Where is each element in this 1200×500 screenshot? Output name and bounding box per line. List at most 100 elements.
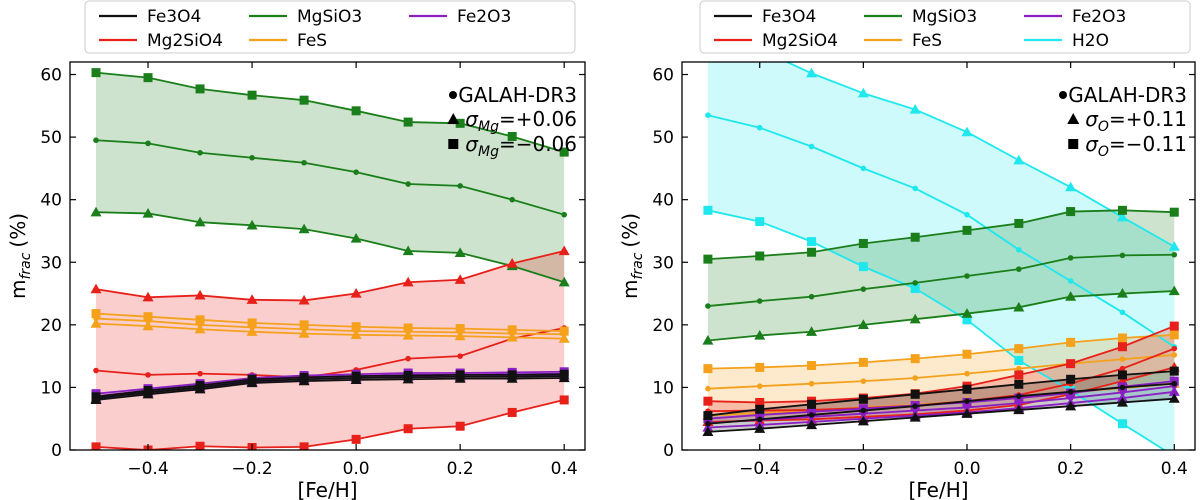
mgsio3-mid-point xyxy=(457,183,463,189)
fe3o4-square-point xyxy=(1169,366,1179,376)
mgsio3-triangle-point xyxy=(1116,288,1128,298)
fe3o4-square-point xyxy=(351,371,361,381)
legend-label-fe3o4: Fe3O4 xyxy=(147,7,201,27)
fe3o4-triangle-point xyxy=(961,408,973,418)
right-axes-frame xyxy=(681,61,1196,451)
square-marker-icon xyxy=(1068,139,1079,149)
mgsio3-mid-point xyxy=(1067,255,1074,261)
fe3o4-triangle-point xyxy=(1168,393,1180,403)
mgsio3-tri-line xyxy=(707,290,1175,342)
y-tick-label: 40 xyxy=(40,191,62,211)
mgsio3-triangle-point xyxy=(857,319,869,329)
h2o-square-point xyxy=(1117,419,1127,429)
fes-triangle-point xyxy=(402,329,414,340)
legend-box xyxy=(84,0,576,54)
h2o-mid-point xyxy=(1067,278,1074,284)
fe3o4-square-point xyxy=(91,392,101,402)
fes-tri-line xyxy=(95,322,565,340)
mg2sio4-sq-line xyxy=(707,325,1175,404)
y-axis-label-unit: (%) xyxy=(6,213,30,248)
fe3o4-mid-point xyxy=(912,403,918,409)
mgsio3-square-point xyxy=(299,95,309,105)
h2o-square-point xyxy=(910,284,920,294)
y-axis-label-unit: (%) xyxy=(618,213,642,248)
annotation-sq-sub: O xyxy=(1098,144,1109,160)
mg2sio4-triangle-point xyxy=(194,289,206,300)
legend-label-fe2o3: Fe2O3 xyxy=(1072,7,1126,27)
fe3o4-square-point xyxy=(1066,374,1076,384)
mgsio3-square-point xyxy=(559,147,569,157)
fe3o4-triangle-point xyxy=(806,419,818,430)
h2o-mid-point xyxy=(860,165,867,172)
h2o-mid-point xyxy=(964,211,970,218)
annotation-tri: σMg=+0.06 xyxy=(465,107,577,135)
mgsio3-triangle-point xyxy=(961,308,973,318)
mgsio3-square-point xyxy=(1117,205,1127,215)
mgsio3-mid-point xyxy=(912,280,918,286)
y-tick-label: 20 xyxy=(40,316,62,336)
h2o-square-point xyxy=(807,237,817,247)
mg2sio4-triangle-point xyxy=(558,245,570,256)
mgsio3-triangle-point xyxy=(402,245,414,256)
fe3o4-mid-point xyxy=(756,416,763,423)
fes-triangle-point xyxy=(246,326,258,336)
fes-mid-point xyxy=(912,375,918,381)
annotation-sq-value: =−0.11 xyxy=(1109,132,1187,156)
fes-square-point xyxy=(910,354,920,364)
mgsio3-square-point xyxy=(195,84,205,94)
mgsio3-triangle-point xyxy=(806,326,818,336)
h2o-mid-point xyxy=(756,124,763,131)
mg2sio4-triangle-point xyxy=(298,294,310,305)
mg2sio4-sq-line xyxy=(95,399,565,450)
mg2sio4-triangle-point xyxy=(506,258,518,268)
mgsio3-triangle-point xyxy=(194,216,206,227)
h2o-square-point xyxy=(1014,356,1024,366)
annotation-tri: σO=+0.11 xyxy=(1085,107,1187,135)
fes-square-point xyxy=(858,357,868,367)
fe3o4-mid-point xyxy=(705,420,711,427)
x-axis-label: [Fe/H] xyxy=(297,478,357,500)
mgsio3-mid-point xyxy=(93,137,99,144)
h2o-square-point xyxy=(858,262,868,272)
mg2sio4-triangle-point xyxy=(246,294,258,304)
mgsio3-triangle-point xyxy=(298,223,310,234)
y-tick-label: 10 xyxy=(652,378,674,398)
triangle-marker-icon xyxy=(1067,113,1080,124)
x-tick-label: −0.4 xyxy=(739,459,780,479)
x-tick-label: 0.4 xyxy=(551,459,578,479)
fe3o4-triangle-point xyxy=(702,426,714,436)
x-tick-label: 0.0 xyxy=(343,459,370,479)
mg2sio4-square-point xyxy=(1117,342,1127,352)
mg2sio4-square-point xyxy=(403,424,413,434)
fe3o4-square-point xyxy=(299,372,309,382)
mg2sio4-square-point xyxy=(507,407,517,417)
right-panel: −0.4 −0.2 0.0 0.2 0.4 0 10 20 30 40 50 60 [Fe/H] mfra… xyxy=(618,0,1196,500)
mg2sio4-square-point xyxy=(351,434,361,444)
fe3o4-square-point xyxy=(703,411,713,421)
fe3o4-mid-line xyxy=(95,375,565,399)
right-plot-area xyxy=(702,62,1180,450)
fes-square-point xyxy=(807,361,817,371)
fe3o4-sq-line xyxy=(95,373,565,398)
h2o-mid-point xyxy=(705,112,711,118)
fes-mid-point xyxy=(808,380,815,387)
fes-square-point xyxy=(195,315,205,325)
mgsio3-square-point xyxy=(507,131,517,141)
mgsio3-mid-point xyxy=(197,149,203,156)
x-tick-label: 0.4 xyxy=(1161,459,1188,479)
y-tick-label: 0 xyxy=(663,441,674,461)
mgsio3-mid-point xyxy=(405,181,411,187)
annotation-sq-symbol: σ xyxy=(465,132,479,156)
fes-triangle-point xyxy=(506,331,518,342)
mg2sio4-mid-line xyxy=(95,327,565,379)
h2o-triangle-point xyxy=(909,104,921,114)
mgsio3-mid-point xyxy=(301,159,307,166)
mgsio3-square-point xyxy=(703,254,713,264)
mgsio3-sq-line xyxy=(707,209,1175,261)
fes-mid-line xyxy=(707,353,1175,390)
mg2sio4-square-point xyxy=(703,396,713,406)
fe3o4-square-point xyxy=(247,374,257,384)
h2o-triangle-point xyxy=(1116,211,1128,222)
fe3o4-tri-line xyxy=(95,377,565,401)
h2o-mid-point xyxy=(808,143,815,150)
